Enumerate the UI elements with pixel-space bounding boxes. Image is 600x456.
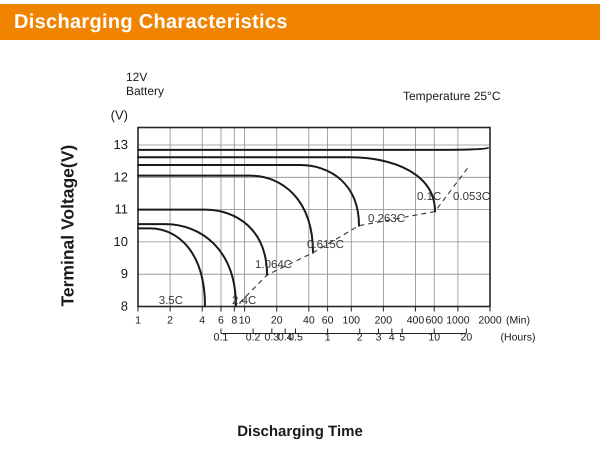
svg-text:400: 400	[407, 315, 425, 327]
svg-text:100: 100	[343, 315, 361, 327]
svg-text:8: 8	[231, 315, 237, 327]
svg-text:8: 8	[121, 299, 128, 314]
svg-text:11: 11	[115, 202, 129, 217]
svg-text:10: 10	[114, 234, 128, 249]
svg-text:2.4C: 2.4C	[232, 295, 256, 307]
svg-text:40: 40	[303, 315, 315, 327]
svg-text:0.615C: 0.615C	[307, 239, 344, 251]
svg-text:(V): (V)	[111, 108, 128, 123]
svg-text:200: 200	[375, 315, 393, 327]
svg-text:0.053C: 0.053C	[453, 191, 490, 203]
svg-text:1000: 1000	[446, 315, 470, 327]
svg-text:13: 13	[114, 137, 128, 152]
svg-text:(Min): (Min)	[506, 315, 530, 327]
svg-text:3.5C: 3.5C	[159, 295, 183, 307]
svg-text:6: 6	[218, 315, 224, 327]
svg-text:20: 20	[271, 315, 283, 327]
svg-text:4: 4	[199, 315, 205, 327]
svg-text:0.263C: 0.263C	[368, 213, 405, 225]
svg-text:9: 9	[121, 266, 128, 281]
svg-text:1: 1	[135, 315, 141, 327]
svg-text:2: 2	[167, 315, 173, 327]
svg-text:12: 12	[114, 169, 128, 184]
svg-text:60: 60	[322, 315, 334, 327]
svg-text:2000: 2000	[478, 315, 502, 327]
svg-text:1.064C: 1.064C	[255, 259, 292, 271]
svg-text:0.1C: 0.1C	[417, 191, 441, 203]
svg-text:(Hours): (Hours)	[500, 332, 535, 344]
svg-text:600: 600	[425, 315, 443, 327]
svg-text:10: 10	[239, 315, 251, 327]
